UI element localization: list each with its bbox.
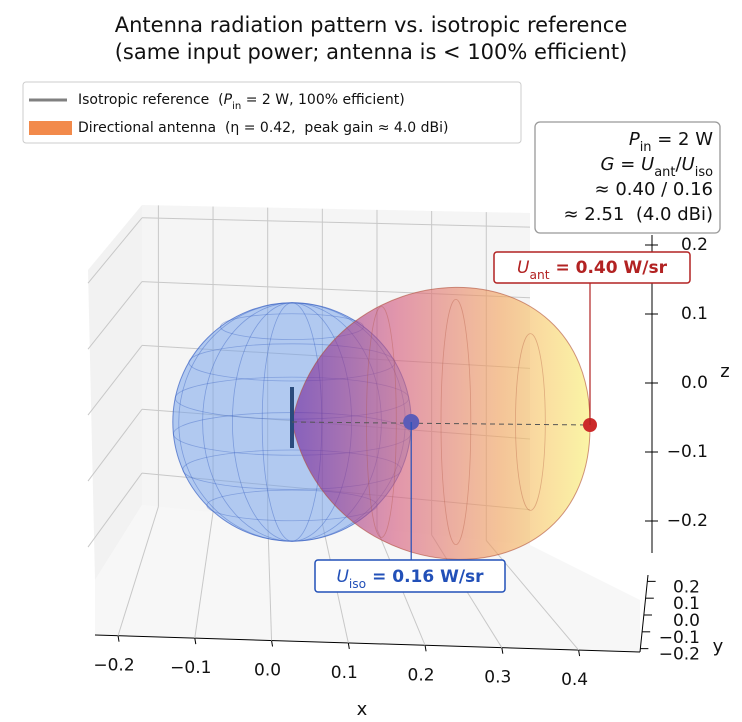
text-part: in	[232, 101, 241, 112]
y-tick-label: 0.2	[673, 577, 700, 597]
legend-entry: Isotropic reference (Pin = 2 W, 100% eff…	[78, 92, 405, 112]
x-axis-label: x	[357, 699, 368, 720]
text-part: = 0.40 W/sr	[550, 258, 668, 278]
grid-line	[485, 540, 579, 651]
grid-line	[141, 217, 531, 228]
y-tick-label: 0.1	[673, 594, 700, 614]
x-tick	[194, 638, 197, 645]
x-tick	[578, 650, 581, 657]
z-tick-label: −0.2	[667, 511, 708, 531]
text-part: /	[675, 154, 682, 175]
info-line: ≈ 0.40 / 0.16	[595, 179, 713, 200]
y-tick-label: −0.2	[659, 645, 700, 665]
y-tick-label: −0.1	[659, 628, 700, 648]
z-tick-label: 0.1	[681, 304, 708, 324]
annotation-box	[493, 251, 691, 284]
text-part: in	[640, 140, 652, 155]
legend-box	[22, 81, 522, 144]
text-part: = 0.16 W/sr	[366, 567, 484, 587]
grid-line	[87, 217, 143, 284]
chart-title: Antenna radiation pattern vs. isotropic …	[115, 13, 628, 37]
wireframe	[366, 306, 397, 538]
grid-line	[87, 408, 143, 482]
z-axis-label: z	[720, 361, 729, 382]
info-line: ≈ 2.51 (4.0 dBi)	[564, 204, 714, 225]
grid-line	[87, 345, 143, 416]
wireframe	[440, 299, 472, 545]
x-tick-label: −0.1	[170, 658, 211, 678]
text-part: Isotropic reference (	[78, 92, 224, 108]
chart-title: (same input power; antenna is < 100% eff…	[115, 40, 628, 64]
grid-line	[87, 472, 143, 548]
text-part: U	[517, 258, 530, 278]
text-part: ≈ 2.51 (4.0 dBi)	[564, 204, 714, 225]
info-line: G = Uant/Uiso	[601, 154, 714, 180]
grid-line	[117, 506, 159, 636]
x-tick-label: 0.0	[254, 661, 281, 681]
annotation: Uant = 0.40 W/sr	[517, 258, 668, 282]
text-part: iso	[695, 165, 713, 180]
info-line: Pin = 2 W	[629, 129, 713, 155]
grid-line	[194, 512, 214, 639]
text-part: ≈ 0.40 / 0.16	[595, 179, 713, 200]
x-tick	[424, 645, 427, 652]
text-part: =	[615, 154, 642, 175]
text-part: ant	[529, 268, 549, 282]
x-tick-label: −0.2	[93, 656, 134, 676]
z-tick-label: −0.1	[667, 442, 708, 462]
y-axis-line	[639, 574, 649, 653]
x-tick-label: 0.3	[484, 668, 511, 688]
y-axis-label: y	[713, 636, 724, 657]
x-tick-label: 0.1	[331, 663, 358, 683]
annotation-box	[314, 559, 506, 593]
x-axis-line	[94, 634, 641, 653]
text-part: P	[629, 129, 640, 150]
wireframe	[515, 333, 546, 511]
text-part: = 2 W	[652, 129, 714, 150]
grid-line	[87, 281, 143, 350]
text-part: U	[336, 567, 349, 587]
labels: Antenna radiation pattern vs. isotropic …	[22, 13, 730, 720]
x-tick	[271, 640, 274, 647]
axis-ray	[291, 421, 591, 426]
x-tick	[501, 647, 504, 654]
text-part: Directional antenna (η = 0.42, peak gain…	[78, 120, 449, 136]
x-tick-label: 0.2	[408, 665, 435, 685]
x-tick	[347, 642, 350, 649]
text-part: ant	[654, 165, 675, 180]
text-part: U	[641, 154, 654, 175]
z-tick-label: 0.0	[681, 373, 708, 393]
x-tick-label: 0.4	[561, 670, 588, 690]
text-part: P	[224, 92, 233, 108]
text-part: = 2 W, 100% efficient)	[241, 92, 404, 108]
legend-entry: Directional antenna (η = 0.42, peak gain…	[78, 120, 449, 136]
text-part: iso	[349, 577, 366, 591]
x-tick	[117, 635, 120, 642]
z-tick-label: 0.2	[681, 235, 708, 255]
legend-swatch	[29, 121, 72, 135]
annotation: Uiso = 0.16 W/sr	[336, 567, 484, 591]
text-part: U	[682, 154, 695, 175]
text-part: G	[601, 154, 615, 175]
info-box	[534, 121, 721, 234]
y-tick-label: 0.0	[673, 611, 700, 631]
